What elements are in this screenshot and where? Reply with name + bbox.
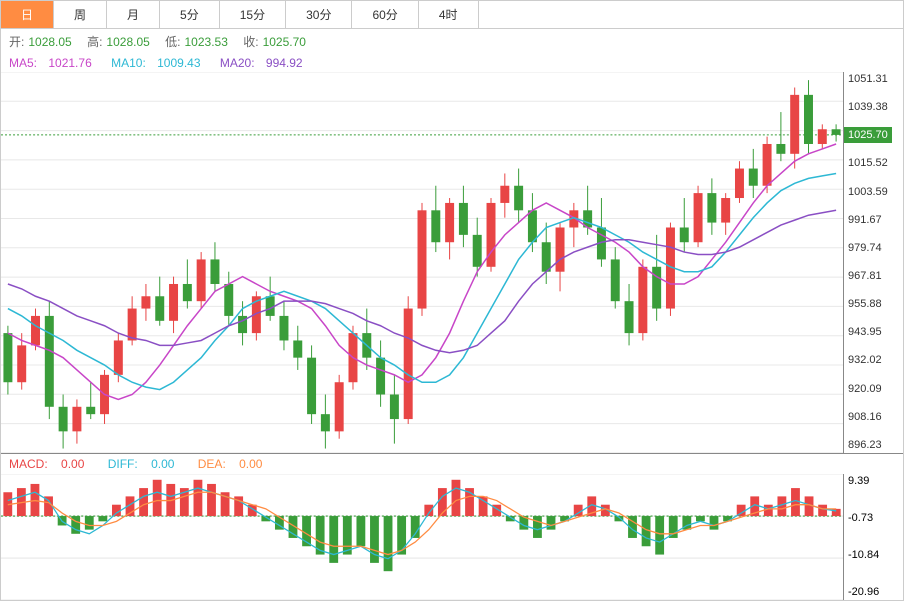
macd-body[interactable]: 9.39 -0.73 -10.84 -20.96	[1, 474, 903, 600]
macd-y-tick: -10.84	[848, 550, 899, 561]
macd-y-tick: 9.39	[848, 476, 899, 487]
y-tick: 932.02	[848, 355, 899, 366]
dea-value: 0.00	[239, 457, 262, 471]
tab-60分[interactable]: 60分	[352, 1, 418, 28]
y-tick: 979.74	[848, 243, 899, 254]
candlestick-svg	[1, 72, 843, 453]
open-label: 开:	[9, 35, 24, 49]
y-tick: 1003.59	[848, 187, 899, 198]
dea-label: DEA:	[198, 457, 226, 471]
tab-15分[interactable]: 15分	[220, 1, 286, 28]
macd-label: MACD:	[9, 457, 48, 471]
y-tick: 991.67	[848, 215, 899, 226]
diff-label: DIFF:	[108, 457, 138, 471]
ma10-value: 1009.43	[157, 56, 200, 70]
tab-30分[interactable]: 30分	[286, 1, 352, 28]
ma20-value: 994.92	[266, 56, 303, 70]
macd-y-tick: -0.73	[848, 513, 899, 524]
tab-5分[interactable]: 5分	[160, 1, 220, 28]
ma20-label: MA20:	[220, 56, 255, 70]
y-tick: 908.16	[848, 412, 899, 423]
y-tick: 967.81	[848, 271, 899, 282]
macd-area: MACD: 0.00 DIFF: 0.00 DEA: 0.00 9.39 -0.7…	[1, 453, 903, 600]
high-value: 1028.05	[106, 35, 149, 49]
diff-value: 0.00	[151, 457, 174, 471]
y-tick: 1039.38	[848, 102, 899, 113]
close-label: 收:	[243, 35, 258, 49]
ohlc-bar: 开: 1028.05 高: 1028.05 低: 1023.53 收: 1025.70	[1, 29, 903, 54]
current-price-badge: 1025.70	[844, 127, 892, 143]
y-tick: 955.88	[848, 299, 899, 310]
macd-y-axis: 9.39 -0.73 -10.84 -20.96	[843, 474, 903, 600]
candlestick-canvas[interactable]	[1, 72, 843, 453]
y-tick: 920.09	[848, 384, 899, 395]
open-value: 1028.05	[28, 35, 71, 49]
low-label: 低:	[165, 35, 180, 49]
macd-svg	[1, 474, 843, 600]
macd-y-tick: -20.96	[848, 587, 899, 598]
ma5-label: MA5:	[9, 56, 37, 70]
y-tick: 1051.31	[848, 74, 899, 85]
y-tick: 896.23	[848, 440, 899, 451]
high-label: 高:	[87, 35, 102, 49]
macd-canvas[interactable]	[1, 474, 843, 600]
price-y-axis: 1051.31 1039.38 1025.70 1015.52 1003.59 991.6…	[843, 72, 903, 453]
main-chart-area[interactable]: 1051.31 1039.38 1025.70 1015.52 1003.59 991.6…	[1, 72, 903, 453]
tab-日[interactable]: 日	[1, 1, 54, 28]
chart-container: 日周月5分15分30分60分4时 开: 1028.05 高: 1028.05 低: 1…	[0, 0, 904, 601]
low-value: 1023.53	[185, 35, 228, 49]
macd-value: 0.00	[61, 457, 84, 471]
tab-4时[interactable]: 4时	[419, 1, 479, 28]
close-value: 1025.70	[263, 35, 306, 49]
y-tick: 1015.52	[848, 158, 899, 169]
timeframe-tabs: 日周月5分15分30分60分4时	[1, 1, 903, 29]
tab-月[interactable]: 月	[107, 1, 160, 28]
ma-bar: MA5: 1021.76 MA10: 1009.43 MA20: 994.92	[1, 54, 903, 72]
tab-周[interactable]: 周	[54, 1, 107, 28]
ma10-label: MA10:	[111, 56, 146, 70]
y-tick: 943.95	[848, 327, 899, 338]
ma5-value: 1021.76	[48, 56, 91, 70]
macd-labels: MACD: 0.00 DIFF: 0.00 DEA: 0.00	[1, 454, 903, 474]
